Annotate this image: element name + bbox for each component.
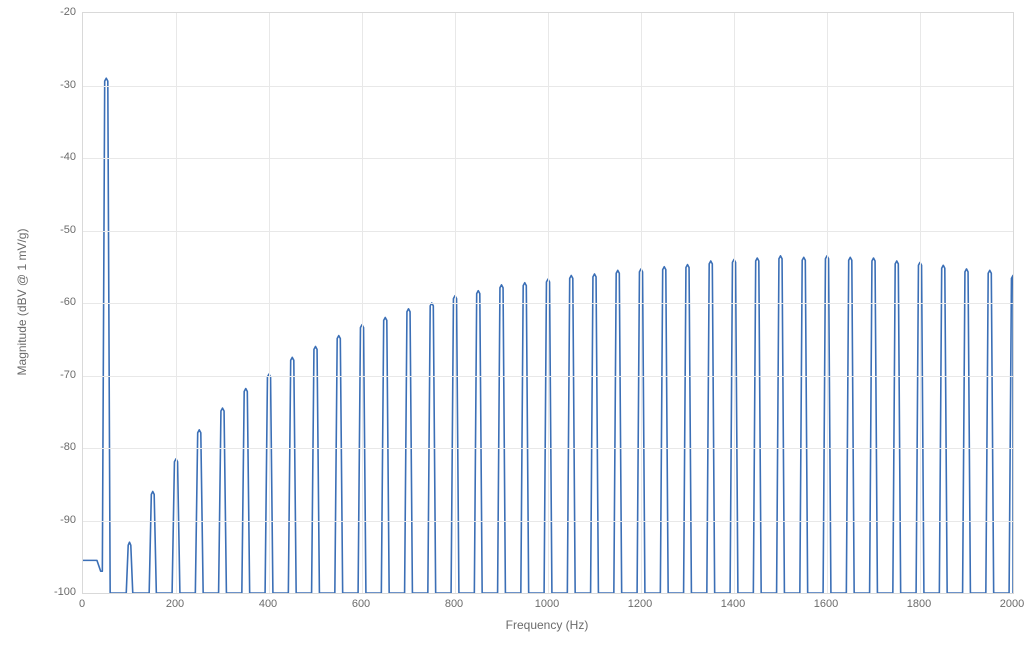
y-tick-label: -70: [46, 369, 76, 381]
grid-line-horizontal: [83, 376, 1013, 377]
grid-line-horizontal: [83, 448, 1013, 449]
x-tick-label: 800: [445, 598, 463, 610]
grid-line-horizontal: [83, 158, 1013, 159]
grid-line-horizontal: [83, 521, 1013, 522]
grid-line-horizontal: [83, 86, 1013, 87]
x-tick-label: 2000: [1000, 598, 1024, 610]
plot-area: [82, 12, 1014, 594]
grid-line-horizontal: [83, 231, 1013, 232]
y-tick-label: -30: [46, 79, 76, 91]
x-tick-label: 1000: [535, 598, 559, 610]
y-tick-label: -80: [46, 441, 76, 453]
y-axis-label: Magnitude (dBV @ 1 mV/g): [15, 229, 29, 376]
x-tick-label: 200: [166, 598, 184, 610]
x-tick-label: 1600: [814, 598, 838, 610]
y-tick-label: -40: [46, 151, 76, 163]
spectrum-chart: Frequency (Hz) Magnitude (dBV @ 1 mV/g) …: [0, 0, 1024, 650]
x-tick-label: 1200: [628, 598, 652, 610]
y-tick-label: -100: [46, 586, 76, 598]
x-axis-label: Frequency (Hz): [506, 618, 589, 632]
y-tick-label: -50: [46, 224, 76, 236]
x-tick-label: 1800: [907, 598, 931, 610]
x-tick-label: 400: [259, 598, 277, 610]
x-tick-label: 600: [352, 598, 370, 610]
y-tick-label: -60: [46, 296, 76, 308]
x-tick-label: 0: [79, 598, 85, 610]
x-tick-label: 1400: [721, 598, 745, 610]
y-tick-label: -90: [46, 514, 76, 526]
grid-line-horizontal: [83, 303, 1013, 304]
y-tick-label: -20: [46, 6, 76, 18]
